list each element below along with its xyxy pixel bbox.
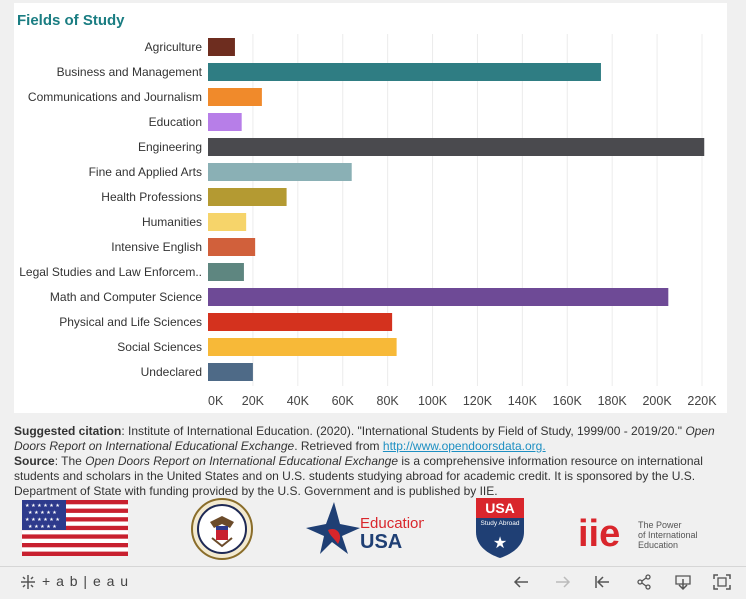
suggested-citation-italic: Open Doors Report on International Educa… — [14, 424, 715, 453]
citation-text: Suggested citation: Institute of Interna… — [14, 424, 726, 499]
svg-text:★ ★ ★ ★ ★ ★: ★ ★ ★ ★ ★ ★ — [25, 517, 60, 523]
tableau-toolbar: + a b | e a u — [0, 566, 746, 599]
study-abroad-sub: Study Abroad — [480, 520, 519, 527]
svg-text:★ ★ ★ ★ ★ ★: ★ ★ ★ ★ ★ ★ — [25, 503, 60, 509]
state-department-seal-logo — [191, 498, 253, 560]
share-icon[interactable] — [636, 574, 652, 590]
x-tick-label: 20K — [242, 394, 265, 408]
x-tick-label: 40K — [287, 394, 310, 408]
svg-text:★ ★ ★ ★ ★: ★ ★ ★ ★ ★ — [28, 510, 57, 516]
bar[interactable] — [208, 313, 393, 331]
iie-tagline-3: Education — [638, 540, 678, 550]
category-label: Undeclared — [141, 365, 202, 379]
suggested-citation-text: : Institute of International Education. … — [121, 424, 686, 438]
bar[interactable] — [208, 263, 244, 281]
bar[interactable] — [208, 238, 256, 256]
iie-mark: iie — [578, 513, 620, 552]
category-label: Fine and Applied Arts — [89, 165, 202, 179]
source-italic: Open Doors Report on International Educa… — [85, 454, 399, 468]
x-tick-label: 120K — [463, 394, 493, 408]
category-label: Intensive English — [111, 240, 202, 254]
x-tick-label: 140K — [508, 394, 538, 408]
category-label: Engineering — [138, 140, 202, 154]
iie-tagline-1: The Power — [638, 520, 682, 530]
download-icon[interactable] — [674, 573, 692, 591]
fullscreen-icon[interactable] — [713, 574, 731, 590]
x-tick-label: 220K — [687, 394, 717, 408]
x-tick-label: 180K — [598, 394, 628, 408]
category-label: Social Sciences — [117, 340, 202, 354]
x-tick-label: 80K — [377, 394, 400, 408]
gridlines — [252, 34, 703, 386]
x-axis-ticks: 0K 20K 40K 60K 80K 100K 120K 140K 160K 180K 200K 22… — [208, 394, 717, 408]
x-tick-label: 160K — [553, 394, 583, 408]
bars — [208, 38, 705, 381]
x-tick-label: 0K — [208, 394, 224, 408]
usa-study-abroad-logo: USA Study Abroad ★ — [476, 498, 524, 558]
x-tick-label: 200K — [642, 394, 672, 408]
chart-title: Fields of Study — [17, 12, 125, 29]
svg-text:★ ★ ★ ★ ★: ★ ★ ★ ★ ★ — [28, 524, 57, 530]
arrow-right-icon[interactable] — [555, 575, 571, 589]
x-tick-label: 60K — [332, 394, 355, 408]
category-label: Communications and Journalism — [28, 90, 202, 104]
category-label: Humanities — [142, 215, 202, 229]
arrow-left-icon[interactable] — [513, 575, 529, 589]
bar[interactable] — [208, 38, 235, 56]
bar[interactable] — [208, 288, 669, 306]
category-label: Physical and Life Sciences — [59, 315, 202, 329]
suggested-citation-retrieved: . Retrieved from — [294, 439, 383, 453]
iie-logo: iie The Power of International Education — [578, 513, 698, 552]
study-abroad-top: USA — [485, 500, 515, 516]
source-text: is a comprehensive information resource … — [14, 454, 703, 498]
suggested-citation-label: Suggested citation — [14, 424, 122, 438]
tableau-logo-icon — [21, 575, 35, 589]
bar[interactable] — [208, 63, 601, 81]
category-label: Education — [149, 115, 202, 129]
tableau-brand[interactable]: + a b | e a u — [42, 573, 130, 589]
category-label: Agriculture — [145, 40, 203, 54]
bar[interactable] — [208, 113, 242, 131]
iie-tagline-2: of International — [638, 530, 698, 540]
opendoors-link[interactable]: http://www.opendoorsdata.org. — [382, 439, 546, 453]
bar[interactable] — [208, 163, 352, 181]
education-usa-line-1: Education — [360, 515, 424, 532]
us-flag-logo: ★ ★ ★ ★ ★ ★ ★ ★ ★ ★ ★ ★ ★ ★ ★ ★ ★ ★ ★ ★ … — [22, 500, 128, 556]
source-pre: : The — [54, 454, 86, 468]
source-label: Source — [14, 454, 55, 468]
category-label: Health Professions — [101, 190, 202, 204]
category-label: Math and Computer Science — [50, 290, 202, 304]
education-usa-line-2: USA — [360, 531, 402, 553]
bar[interactable] — [208, 213, 247, 231]
svg-text:★: ★ — [493, 533, 507, 552]
bar-chart: Agriculture Business and Management Commun… — [19, 34, 717, 408]
category-label: Legal Studies and Law Enforcem.. — [19, 265, 202, 279]
education-usa-logo: Education USA — [306, 502, 424, 554]
bar[interactable] — [208, 338, 397, 356]
bar[interactable] — [208, 138, 705, 156]
category-labels: Agriculture Business and Management Commun… — [19, 40, 202, 379]
x-tick-label: 100K — [418, 394, 448, 408]
bar[interactable] — [208, 88, 262, 106]
bar[interactable] — [208, 188, 287, 206]
bar[interactable] — [208, 363, 253, 381]
revert-icon[interactable] — [594, 575, 610, 589]
category-label: Business and Management — [57, 65, 203, 79]
